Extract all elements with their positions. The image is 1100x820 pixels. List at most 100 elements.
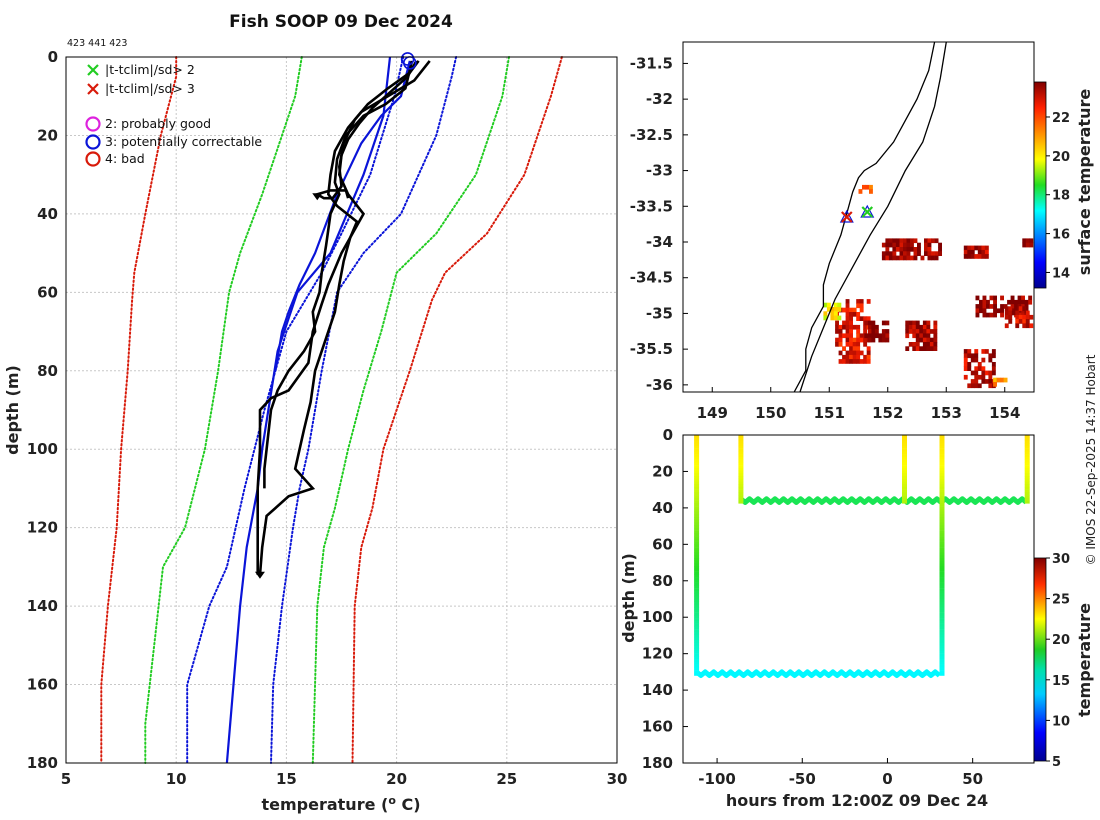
map-sst-cell xyxy=(913,255,918,261)
map-sst-cell xyxy=(1014,299,1018,305)
timeline-y-tick-label: 120 xyxy=(642,645,673,663)
map-sst-cell xyxy=(1015,323,1020,329)
map-sst-cell xyxy=(977,249,982,255)
map-sst-cell xyxy=(849,337,853,343)
map-sst-cell xyxy=(927,247,932,252)
map-y-tick-label: -34 xyxy=(646,233,673,251)
map-sst-cell xyxy=(1029,323,1034,329)
timeline-cast-point xyxy=(939,517,945,520)
timeline-cast-point xyxy=(694,626,700,630)
map-track-flag xyxy=(841,211,853,223)
map-sst-cell xyxy=(1025,242,1030,248)
timeline-cast-point xyxy=(939,555,945,559)
timeline-cast-point xyxy=(939,497,945,501)
map-sst-cell xyxy=(924,247,928,252)
map-y-tick-label: -36 xyxy=(646,376,673,394)
map-sst-cell xyxy=(881,242,886,248)
map-sst-cell xyxy=(929,337,934,343)
map-sst-cell xyxy=(1008,314,1013,320)
map-sst-cell xyxy=(906,251,911,256)
timeline-y-tick-label: 180 xyxy=(642,754,673,772)
map-x-tick-label: 149 xyxy=(697,404,728,422)
map-sst-cell xyxy=(1022,306,1027,311)
map-sst-cell xyxy=(888,251,893,256)
map-sst-cell xyxy=(842,320,846,326)
map-sst-cell xyxy=(919,337,924,343)
timeline-cast-point xyxy=(939,634,945,638)
timeline-cast-point xyxy=(939,536,945,540)
map-sst-cell xyxy=(1029,238,1034,244)
map-sst-cell xyxy=(915,333,920,339)
timeline-cast-point xyxy=(1024,478,1030,482)
timeline-cast-point xyxy=(939,599,945,602)
map-sst-cell xyxy=(845,337,850,343)
map-y-tick-label: -35 xyxy=(646,304,673,322)
map-sst-cell xyxy=(899,251,904,256)
timeline-cast-point xyxy=(939,650,945,654)
map-sst-cell xyxy=(1004,310,1009,316)
map-sst-cell xyxy=(895,247,900,252)
timeline-cast-point xyxy=(694,514,700,518)
map-sst-cell xyxy=(833,315,838,321)
timeline-cast-point xyxy=(694,448,700,452)
map-sst-cell xyxy=(905,324,910,330)
map-sst-cell xyxy=(1010,304,1015,309)
timeline-cast-point xyxy=(939,645,945,649)
map-sst-cell xyxy=(835,324,839,330)
map-sst-cell xyxy=(1003,377,1008,383)
map-sst-cell xyxy=(981,370,986,376)
map-sst-cell xyxy=(982,312,987,318)
timeline-cast-point xyxy=(1024,470,1030,474)
timeline-cast-point xyxy=(939,670,945,674)
timeline-cast-point xyxy=(1024,495,1030,499)
map-sst-cell xyxy=(982,304,987,309)
map-sst-cell xyxy=(903,247,907,252)
timeline-cast-point xyxy=(902,443,907,447)
map-sst-cell xyxy=(967,254,972,259)
map-sst-cell xyxy=(1025,323,1030,329)
map-sst-cell xyxy=(913,251,918,256)
timeline-cast-point xyxy=(694,445,700,449)
map-sst-cell xyxy=(874,329,879,334)
map-sst-cell xyxy=(931,255,935,261)
map-sst-cell xyxy=(881,337,886,343)
timeline-cast-point xyxy=(738,497,744,501)
map-sst-cell xyxy=(866,359,871,364)
map-sst-cell xyxy=(833,307,838,312)
map-sst-cell xyxy=(915,324,920,330)
timeline-cast-point xyxy=(738,467,744,471)
map-sst-cell xyxy=(856,329,861,334)
timeline-cast-point xyxy=(694,590,700,594)
timeline-cast-point xyxy=(694,486,700,490)
map-sst-cell xyxy=(845,324,850,330)
timeline-cast-point xyxy=(939,443,945,447)
timeline-cast-point xyxy=(939,533,945,537)
timeline-cast-point xyxy=(738,470,744,474)
map-sst-cell xyxy=(842,346,846,351)
map-sst-cell xyxy=(856,350,861,356)
timeline-cast-point xyxy=(939,541,945,545)
timeline-cast-point xyxy=(694,653,700,657)
map-sst-cell xyxy=(974,383,979,389)
timeline-cast-point xyxy=(694,517,700,520)
legend-label: 3: potentially correctable xyxy=(105,134,262,149)
map-sst-cell xyxy=(977,254,982,259)
timeline-cast-point xyxy=(694,435,700,438)
timeline-cast-point xyxy=(738,437,744,441)
timeline-cast-point xyxy=(694,629,700,633)
map-sst-cell xyxy=(981,357,986,363)
map-sst-cell xyxy=(859,316,864,321)
timeline-cast-point xyxy=(902,454,907,458)
map-sst-cell xyxy=(866,346,871,351)
map-sst-cell xyxy=(989,295,994,301)
timeline-cast-point xyxy=(939,585,945,589)
map-sst-cell xyxy=(856,324,861,330)
map-sst-cell xyxy=(826,307,831,312)
timeline-cast xyxy=(1024,435,1030,504)
map-sst-cell xyxy=(934,251,939,256)
map-sst-cell xyxy=(977,383,982,389)
map-sst-cell xyxy=(931,251,935,256)
map-y-tick-label: -32 xyxy=(646,90,673,108)
timeline-cast-point xyxy=(939,637,945,641)
